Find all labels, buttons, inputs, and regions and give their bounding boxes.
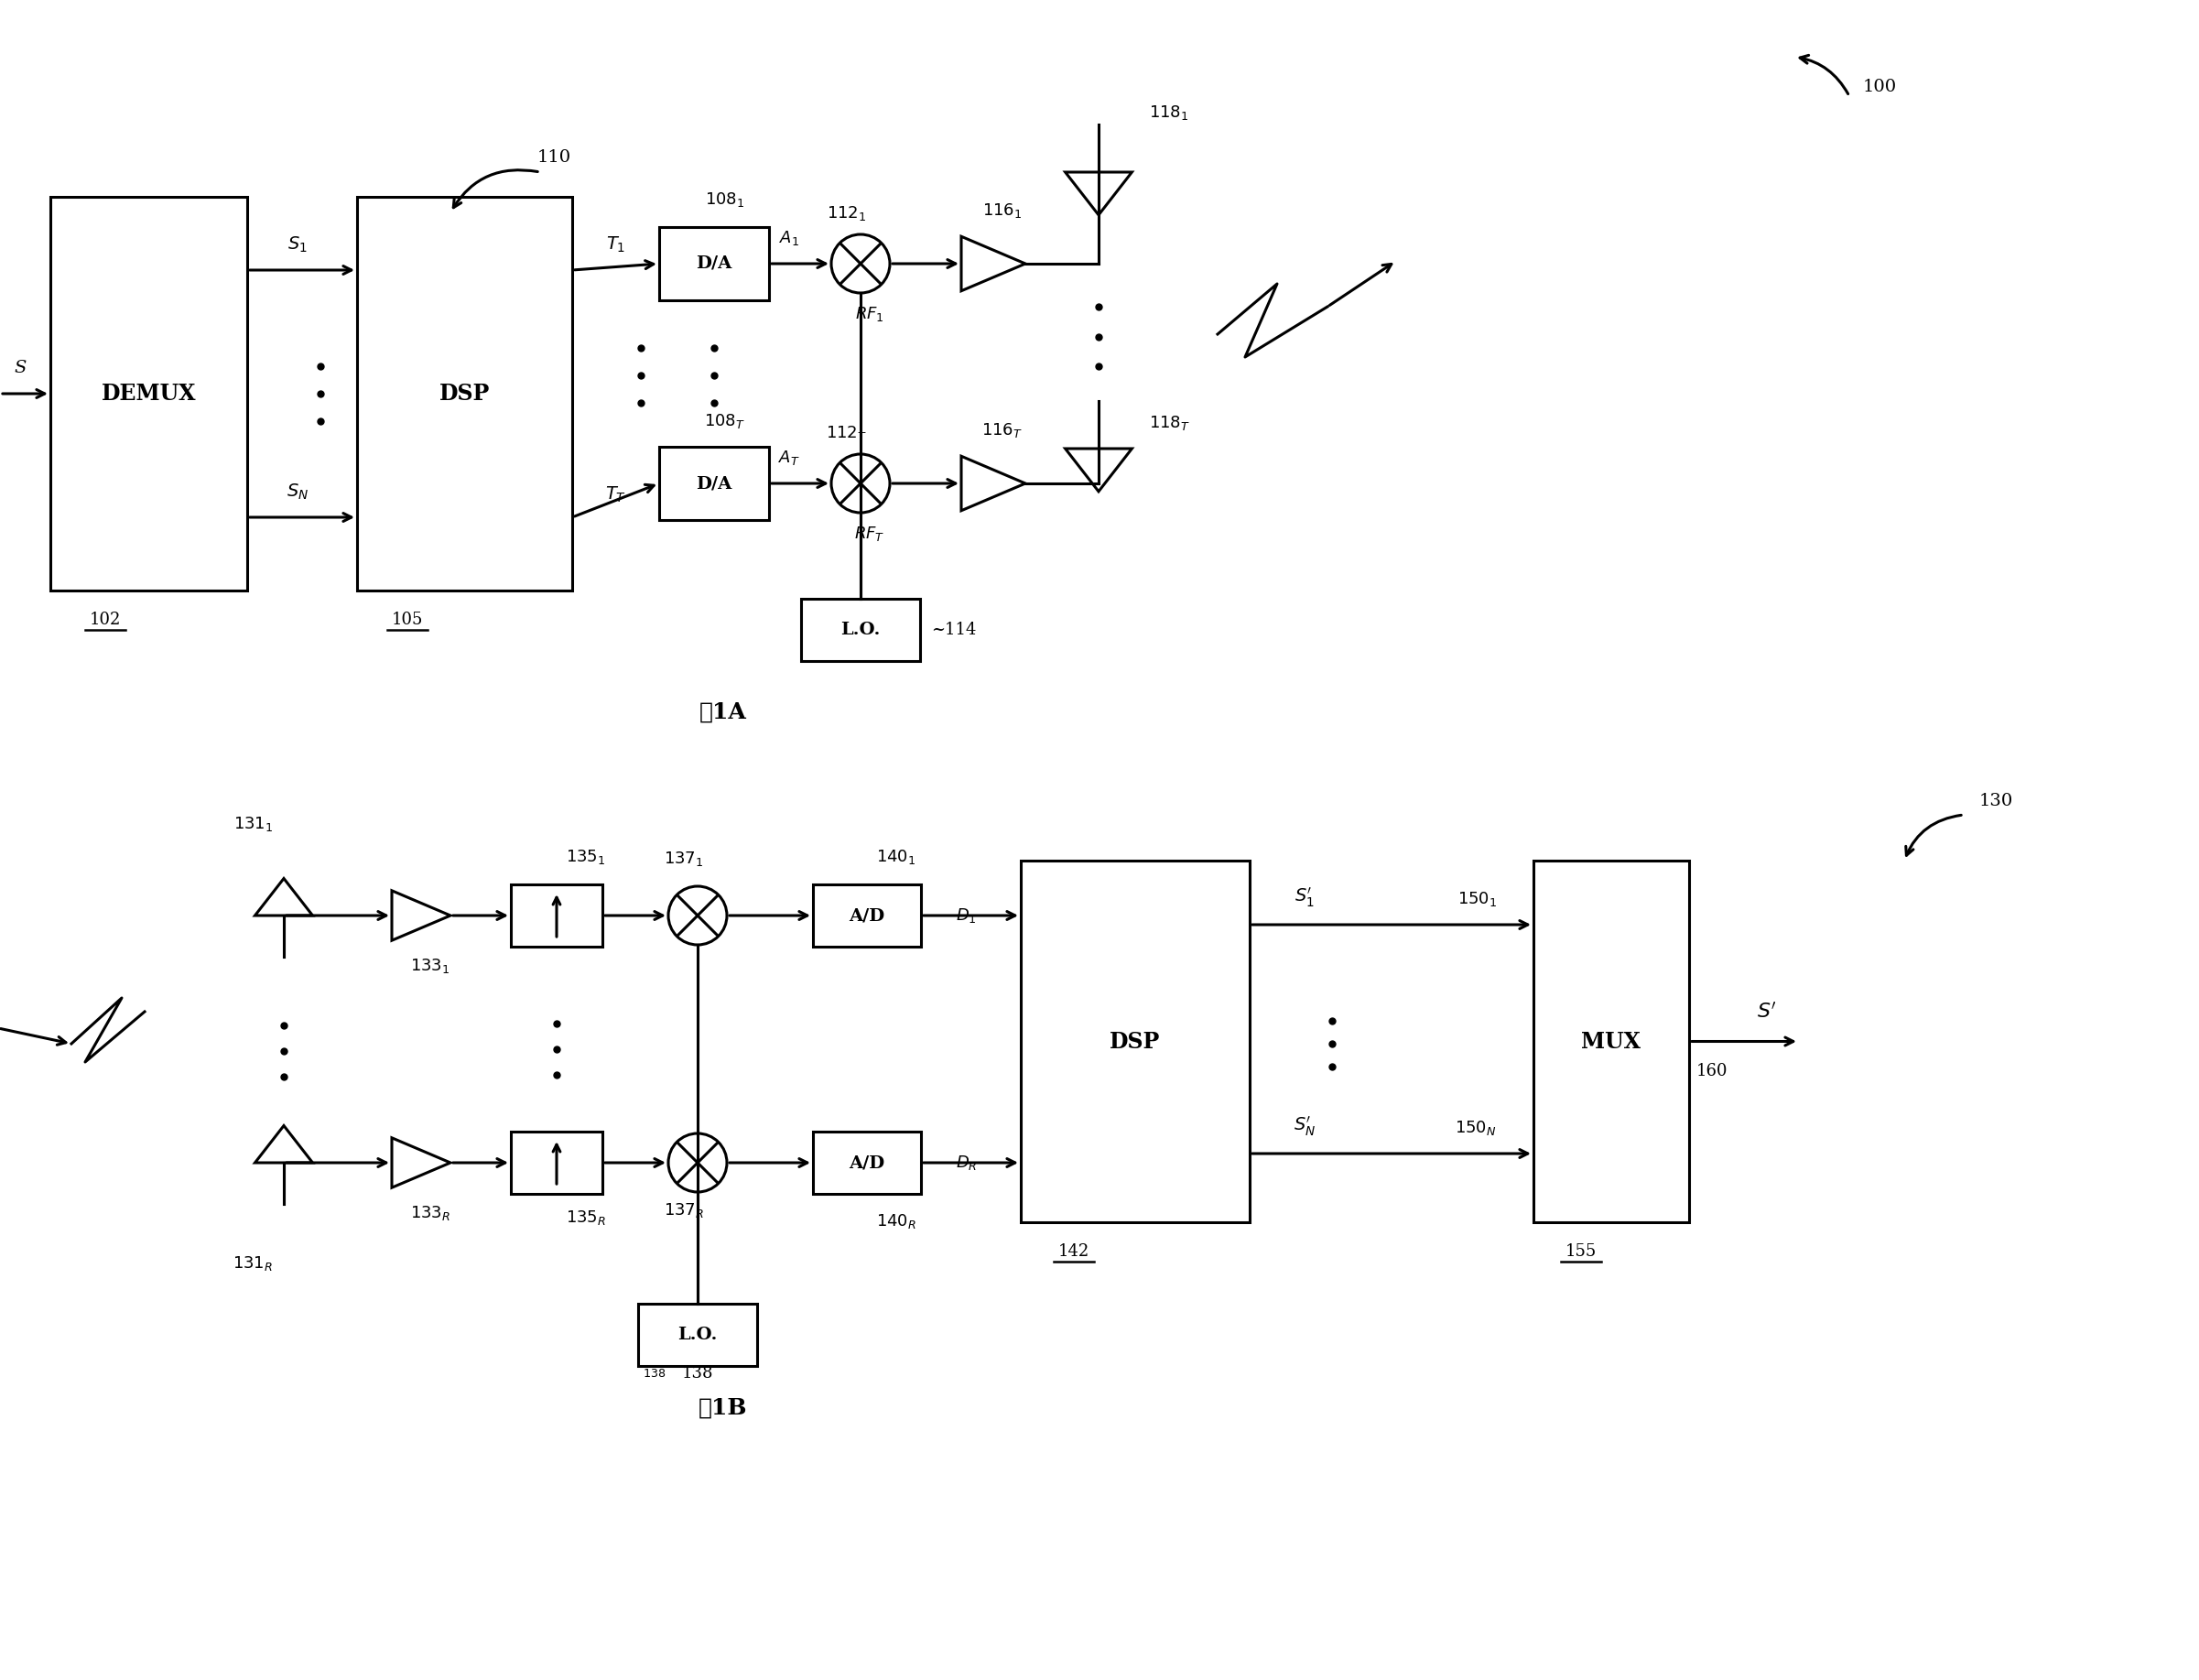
Text: 110: 110 [537,150,572,166]
Text: $140_R$: $140_R$ [875,1213,917,1230]
Text: $A_T$: $A_T$ [778,449,800,467]
Bar [660,447,770,521]
Bar [1020,860,1249,1223]
Text: L.O.: L.O. [840,622,880,638]
Text: $A_1$: $A_1$ [778,228,798,247]
Text: L.O.: L.O. [677,1327,717,1342]
Bar [356,197,572,590]
Text: $108_T$: $108_T$ [704,412,745,430]
Bar [510,884,603,946]
Text: $RF_1$: $RF_1$ [855,304,884,323]
Text: $S_1'$: $S_1'$ [1295,885,1315,909]
Text: $118_1$: $118_1$ [1148,104,1190,121]
Bar [638,1304,756,1366]
Text: DSP: DSP [440,383,490,405]
Text: DSP: DSP [1110,1030,1161,1052]
Text: $131_R$: $131_R$ [233,1255,273,1272]
Text: 155: 155 [1566,1243,1596,1260]
Text: $135_R$: $135_R$ [565,1208,607,1226]
Text: $112_1$: $112_1$ [827,205,866,222]
Bar [660,227,770,301]
Text: A/D: A/D [849,1154,884,1171]
Text: $RF_T$: $RF_T$ [855,524,884,543]
Text: 102: 102 [90,612,121,628]
Text: D/A: D/A [697,475,732,492]
Text: $116_1$: $116_1$ [983,202,1023,220]
Text: $S'$: $S'$ [1757,1001,1777,1021]
Text: S: S [13,360,26,376]
Bar [1533,860,1689,1223]
Text: 105: 105 [391,612,422,628]
Text: 图1A: 图1A [699,701,748,724]
Text: $S_1$: $S_1$ [288,235,308,254]
Text: 160: 160 [1695,1062,1728,1079]
Text: $150_N$: $150_N$ [1456,1119,1498,1137]
Text: MUX: MUX [1581,1030,1640,1052]
Bar [510,1132,603,1194]
Text: $135_1$: $135_1$ [565,848,605,867]
Text: $140_1$: $140_1$ [875,848,915,867]
Text: A/D: A/D [849,907,884,924]
Text: $S_N'$: $S_N'$ [1293,1114,1315,1137]
Text: $133_1$: $133_1$ [411,956,451,974]
Text: $137_1$: $137_1$ [664,850,704,869]
Text: $T_1$: $T_1$ [607,235,627,254]
Text: $133_R$: $133_R$ [409,1205,451,1223]
Text: $112_T$: $112_T$ [827,423,866,442]
Text: $S_N$: $S_N$ [286,482,308,501]
Text: $137_R$: $137_R$ [664,1201,704,1220]
Text: $150_1$: $150_1$ [1458,890,1498,909]
Text: $108_1$: $108_1$ [706,190,745,208]
Text: 142: 142 [1058,1243,1089,1260]
Text: DEMUX: DEMUX [101,383,196,405]
Bar [814,884,921,946]
Bar [51,197,246,590]
Text: $_{138}$: $_{138}$ [642,1362,666,1379]
Text: $131_1$: $131_1$ [233,815,273,833]
Text: $116_T$: $116_T$ [981,422,1023,440]
Text: 130: 130 [1979,793,2014,810]
Text: $D_1$: $D_1$ [957,907,976,924]
Bar [814,1132,921,1194]
Bar [800,598,919,660]
Text: $D_R$: $D_R$ [957,1154,976,1173]
Text: $T_T$: $T_T$ [605,484,627,504]
Text: D/A: D/A [697,255,732,272]
Text: 100: 100 [1863,79,1898,96]
Text: 138: 138 [682,1366,712,1381]
Text: $118_T$: $118_T$ [1148,413,1190,432]
Text: 图1B: 图1B [699,1398,748,1420]
Text: ~114: ~114 [930,622,976,638]
